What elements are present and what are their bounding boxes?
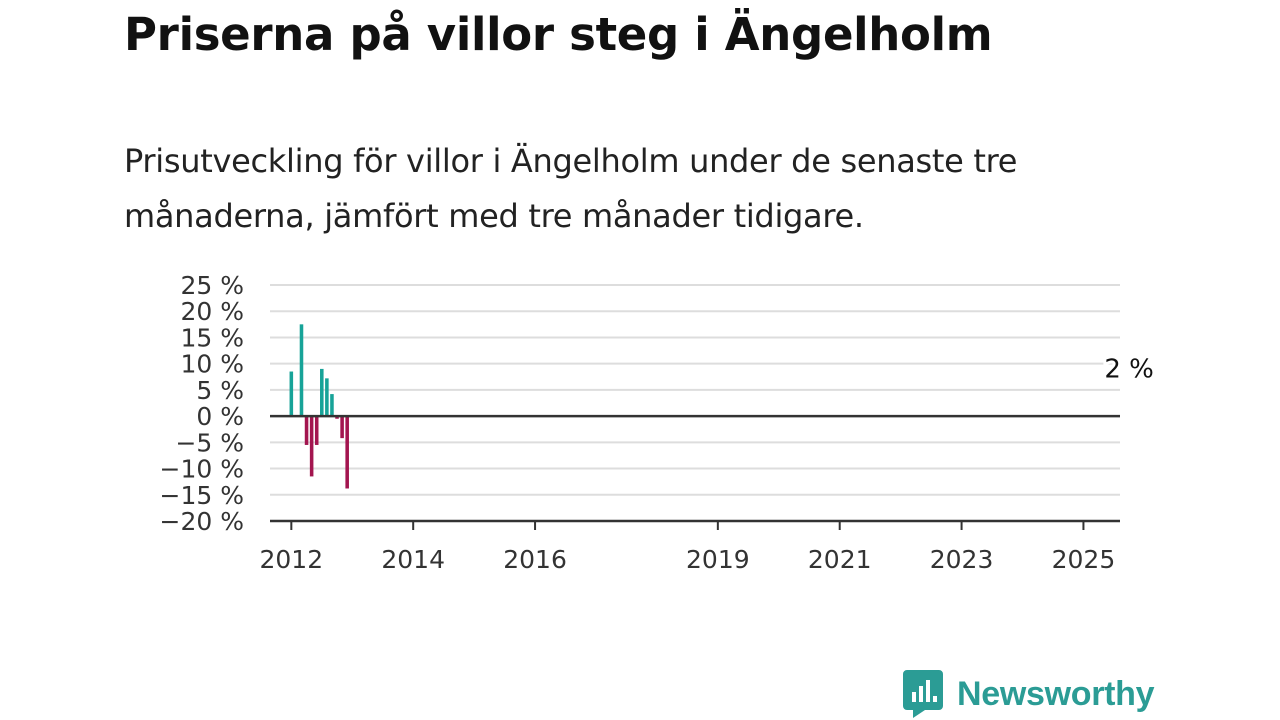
y-tick-label: −20 % xyxy=(160,507,244,536)
chart-title: Priserna på villor steg i Ängelholm xyxy=(124,8,993,61)
x-tick-label: 2025 xyxy=(1052,545,1116,574)
x-tick-label: 2021 xyxy=(808,545,872,574)
y-tick-label: 25 % xyxy=(180,271,244,300)
y-tick-label: 5 % xyxy=(196,376,244,405)
bar xyxy=(345,416,349,489)
newsworthy-logo: Newsworthy xyxy=(903,670,1155,718)
chart-subtitle: Prisutveckling för villor i Ängelholm un… xyxy=(124,142,1018,235)
bar xyxy=(289,371,294,417)
x-tick-label: 2014 xyxy=(381,545,445,574)
brand-name: Newsworthy xyxy=(957,674,1155,713)
y-tick-label: −10 % xyxy=(160,455,244,484)
bar xyxy=(299,324,304,417)
bar xyxy=(335,416,339,419)
y-tick-label: −5 % xyxy=(175,428,244,457)
y-tick-label: 15 % xyxy=(180,323,244,352)
y-tick-label: −15 % xyxy=(160,481,244,510)
bar-chart: 25 %20 %15 %10 %5 %0 %−5 %−10 %−15 %−20 … xyxy=(159,271,1154,574)
bar xyxy=(320,368,324,417)
y-tick-label: 10 % xyxy=(180,350,244,379)
x-tick-label: 2019 xyxy=(686,545,750,574)
bar xyxy=(340,416,344,439)
newsworthy-logo-icon xyxy=(903,670,943,718)
bar xyxy=(325,378,329,417)
bar xyxy=(314,416,319,445)
y-tick-label: 20 % xyxy=(180,297,244,326)
latest-value-label: 2 % xyxy=(1104,355,1154,385)
bar xyxy=(304,416,309,445)
y-tick-label: 0 % xyxy=(196,402,244,431)
bar xyxy=(309,416,314,477)
x-tick-label: 2012 xyxy=(260,545,324,574)
x-tick-label: 2023 xyxy=(930,545,994,574)
bar xyxy=(330,394,334,417)
x-tick-label: 2016 xyxy=(503,545,567,574)
